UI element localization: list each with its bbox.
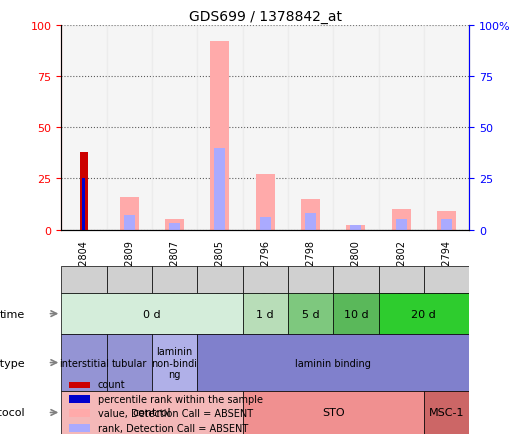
FancyBboxPatch shape <box>378 266 423 293</box>
Bar <box>210 43 229 230</box>
Bar <box>197 26 242 230</box>
FancyBboxPatch shape <box>106 334 152 391</box>
Text: rank, Detection Call = ABSENT: rank, Detection Call = ABSENT <box>98 423 248 433</box>
FancyBboxPatch shape <box>332 293 378 334</box>
Text: STO: STO <box>321 408 344 418</box>
Bar <box>332 26 378 230</box>
Bar <box>69 395 90 403</box>
Text: percentile rank within the sample: percentile rank within the sample <box>98 394 263 404</box>
Text: 5 d: 5 d <box>301 309 319 319</box>
Text: tubular: tubular <box>111 358 147 368</box>
FancyBboxPatch shape <box>287 266 332 293</box>
FancyBboxPatch shape <box>332 266 378 293</box>
FancyBboxPatch shape <box>287 293 332 334</box>
Bar <box>69 424 90 432</box>
Bar <box>82 179 86 230</box>
FancyBboxPatch shape <box>242 391 423 434</box>
Text: cell type: cell type <box>0 358 25 368</box>
Text: growth protocol: growth protocol <box>0 408 25 418</box>
FancyBboxPatch shape <box>197 334 468 391</box>
Text: count: count <box>98 379 125 389</box>
Bar <box>61 26 106 230</box>
Text: 0 d: 0 d <box>143 309 160 319</box>
FancyBboxPatch shape <box>378 293 468 334</box>
Text: interstitial: interstitial <box>59 358 108 368</box>
Text: control: control <box>132 408 171 418</box>
FancyBboxPatch shape <box>61 391 242 434</box>
Bar <box>304 214 316 230</box>
Bar <box>391 210 410 230</box>
FancyBboxPatch shape <box>61 334 106 391</box>
FancyBboxPatch shape <box>61 266 106 293</box>
FancyBboxPatch shape <box>423 391 468 434</box>
Text: laminin
non-bindi
ng: laminin non-bindi ng <box>151 346 197 379</box>
Text: value, Detection Call = ABSENT: value, Detection Call = ABSENT <box>98 408 252 418</box>
Text: time: time <box>0 309 25 319</box>
Bar <box>168 224 180 230</box>
Bar <box>123 216 134 230</box>
FancyBboxPatch shape <box>61 293 242 334</box>
FancyBboxPatch shape <box>106 266 152 293</box>
Bar <box>152 26 197 230</box>
Bar <box>214 148 225 230</box>
Text: laminin binding: laminin binding <box>295 358 371 368</box>
Bar <box>69 380 90 388</box>
FancyBboxPatch shape <box>197 266 242 293</box>
Text: 10 d: 10 d <box>343 309 367 319</box>
Bar <box>287 26 332 230</box>
FancyBboxPatch shape <box>423 266 468 293</box>
Bar <box>378 26 423 230</box>
Bar <box>165 220 184 230</box>
Bar <box>436 212 455 230</box>
Bar <box>80 152 88 230</box>
FancyBboxPatch shape <box>242 266 287 293</box>
Bar <box>440 220 451 230</box>
Bar <box>395 220 406 230</box>
Text: MSC-1: MSC-1 <box>428 408 463 418</box>
Bar <box>346 226 364 230</box>
Bar <box>69 410 90 418</box>
FancyBboxPatch shape <box>152 334 197 391</box>
FancyBboxPatch shape <box>152 266 197 293</box>
Bar <box>350 226 361 230</box>
Bar <box>242 26 287 230</box>
Bar <box>255 175 274 230</box>
Bar <box>259 218 270 230</box>
Title: GDS699 / 1378842_at: GDS699 / 1378842_at <box>188 10 341 23</box>
Bar <box>106 26 152 230</box>
Bar <box>300 200 320 230</box>
Bar <box>423 26 468 230</box>
Text: 1 d: 1 d <box>256 309 273 319</box>
Text: 20 d: 20 d <box>411 309 435 319</box>
Bar <box>120 197 138 230</box>
FancyBboxPatch shape <box>242 293 287 334</box>
